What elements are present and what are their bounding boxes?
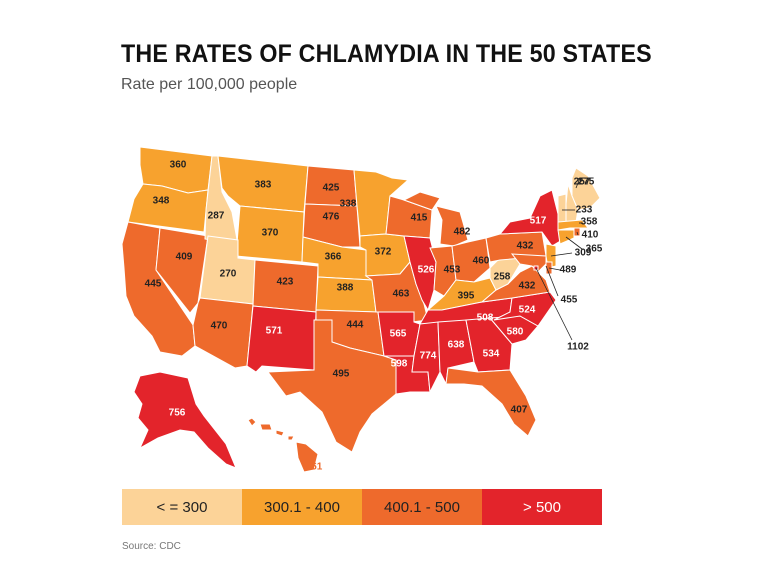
state-value-oregon: 348 [153, 196, 170, 207]
state-nevada [155, 227, 209, 314]
legend-label: < = 300 [156, 498, 208, 516]
state-value-south-dakota: 476 [323, 212, 340, 223]
state-value-new-hampshire: 257 [574, 177, 591, 188]
state-value-florida: 407 [511, 405, 528, 416]
state-value-pennsylvania: 432 [517, 241, 534, 252]
state-alaska [133, 371, 237, 469]
leader-line [565, 236, 583, 250]
state-value-texas: 495 [333, 369, 350, 380]
map-title: THE RATES OF CHLAMYDIA IN THE 50 STATES [121, 40, 652, 68]
leader-line [550, 252, 573, 257]
state-value-iowa: 372 [375, 247, 392, 258]
state-value-new-york: 517 [530, 216, 547, 227]
state-value-nevada: 409 [176, 252, 193, 263]
leader-line [576, 231, 579, 236]
state-value-rhode-island: 410 [582, 230, 599, 241]
state-value-virginia: 432 [519, 281, 536, 292]
state-value-georgia: 534 [483, 349, 500, 360]
state-value-arkansas: 565 [390, 329, 407, 340]
state-value-mississippi: 774 [420, 351, 437, 362]
state-texas [267, 319, 397, 453]
state-value-delaware: 489 [560, 265, 577, 276]
state-value-alaska: 756 [169, 408, 186, 419]
state-value-north-carolina: 524 [519, 305, 536, 316]
state-value-north-dakota: 425 [323, 183, 340, 194]
leader-line [575, 177, 581, 189]
state-value-illinois: 526 [418, 265, 435, 276]
state-value-alabama: 638 [448, 340, 465, 351]
state-south-dakota [302, 203, 361, 248]
state-value-south-carolina: 580 [507, 327, 524, 338]
legend-label: 400.1 - 500 [384, 498, 460, 516]
state-value-maine: 275 [578, 177, 595, 188]
state-value-michigan: 482 [454, 227, 471, 238]
legend-item-mid-low: 300.1 - 400 [242, 489, 362, 525]
leader-line [548, 267, 561, 271]
legend-label: 300.1 - 400 [264, 498, 340, 516]
state-value-indiana: 453 [444, 265, 461, 276]
state-value-connecticut: 365 [586, 244, 603, 255]
state-value-louisiana: 598 [391, 359, 408, 370]
leader-line [535, 267, 573, 341]
state-value-vermont: 233 [576, 205, 593, 216]
state-vermont [557, 193, 567, 225]
state-value-washington: 360 [170, 160, 187, 171]
state-value-new-mexico: 571 [266, 326, 283, 337]
state-value-maryland: 455 [561, 295, 578, 306]
source-note: Source: CDC [122, 541, 181, 552]
legend-item-mid-high: 400.1 - 500 [362, 489, 482, 525]
state-value-oklahoma: 444 [347, 320, 364, 331]
state-value-utah: 270 [220, 269, 237, 280]
state-maine [571, 167, 601, 211]
state-value-idaho: 287 [208, 211, 225, 222]
state-value-arizona: 470 [211, 321, 228, 332]
state-value-kansas: 388 [337, 283, 354, 294]
state-value-california: 445 [145, 279, 162, 290]
state-new-mexico [246, 305, 317, 373]
map-subtitle: Rate per 100,000 people [121, 76, 298, 93]
state-value-wyoming: 370 [262, 228, 279, 239]
state-new-york [498, 189, 563, 247]
state-value-wisconsin: 415 [411, 213, 428, 224]
state-value-district-of-columbia: 1102 [567, 342, 589, 353]
state-arizona [192, 297, 254, 369]
state-north-carolina [493, 291, 557, 327]
state-value-massachusetts: 358 [581, 217, 598, 228]
state-value-nebraska: 366 [325, 252, 342, 263]
state-value-ohio: 460 [473, 256, 490, 267]
state-value-tennessee: 508 [477, 313, 494, 324]
state-value-west-virginia: 258 [494, 272, 511, 283]
legend: < = 300 300.1 - 400 400.1 - 500 > 500 [122, 489, 602, 525]
state-value-kentucky: 395 [458, 291, 475, 302]
legend-item-low: < = 300 [122, 489, 242, 525]
state-value-new-jersey: 309 [575, 248, 592, 259]
state-value-montana: 383 [255, 180, 272, 191]
state-hawaii [247, 417, 319, 473]
legend-item-high: > 500 [482, 489, 602, 525]
state-value-hawaii: 461 [306, 462, 323, 473]
state-value-missouri: 463 [393, 289, 410, 300]
state-florida [445, 367, 537, 437]
legend-label: > 500 [523, 498, 561, 516]
leader-line [545, 265, 559, 297]
state-value-colorado: 423 [277, 277, 294, 288]
state-value-minnesota: 338 [340, 199, 357, 210]
